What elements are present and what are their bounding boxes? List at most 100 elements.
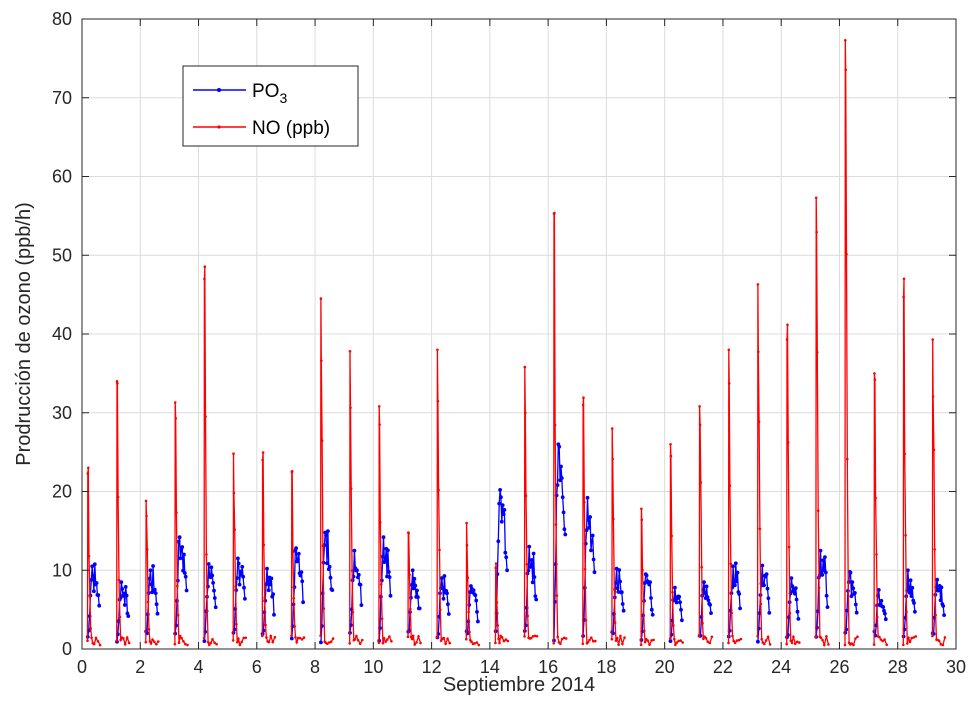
data-point [412,576,417,581]
data-point [931,395,935,398]
data-point [849,594,854,599]
data-point [446,612,451,616]
data-point [614,639,618,642]
series-po3 [85,442,946,645]
x-tick-label: 2 [135,657,145,677]
data-point [530,580,535,585]
data-point [618,579,622,584]
data-point [939,643,943,646]
data-point [814,196,818,200]
data-point [698,423,702,427]
y-tick-label: 40 [52,324,72,344]
data-point [351,611,355,614]
data-point [931,634,934,638]
data-point [681,641,684,644]
data-point [648,580,652,584]
data-point [698,634,701,637]
data-point [620,602,625,606]
data-point [92,642,96,646]
data-point [465,521,468,525]
data-point [619,590,624,595]
data-point [935,577,939,582]
data-point [759,602,763,606]
data-point [560,637,564,641]
data-point [416,595,420,599]
data-point [180,636,183,640]
x-tick-label: 16 [538,657,558,677]
data-point [700,565,703,569]
data-point [379,521,382,524]
data-point [89,578,94,582]
data-point [320,439,324,443]
data-point [882,608,886,613]
data-point [289,636,294,641]
data-point [612,517,615,521]
series-no [86,39,947,648]
data-point [649,607,654,612]
data-point [184,588,189,593]
data-point [912,636,916,639]
data-point [555,594,559,597]
data-point [853,591,857,595]
data-point [203,277,206,281]
data-point [381,535,386,540]
x-tick-label: 28 [888,657,908,677]
data-point [789,576,794,580]
data-point [903,452,906,456]
data-point [529,564,533,569]
data-point [936,587,941,592]
data-point [355,634,358,638]
data-point [588,515,592,519]
data-point [589,539,594,544]
data-point [706,598,711,603]
data-point [652,638,655,642]
data-point [789,639,793,642]
data-point [846,581,850,585]
data-point [356,639,360,642]
data-point [677,639,680,643]
data-point [853,602,858,607]
data-point [823,555,827,559]
data-point [561,510,566,515]
data-point [182,640,185,643]
data-point [795,640,799,644]
data-point [87,554,91,558]
data-point [439,608,442,612]
data-point [272,612,276,617]
data-point [326,529,330,533]
data-point [86,472,90,475]
data-point [380,554,385,559]
data-point [300,579,305,584]
data-point [583,501,586,504]
data-point [503,550,508,555]
data-point [388,635,391,638]
data-point [532,575,537,579]
data-point [378,423,381,426]
data-point [210,573,215,578]
data-point [244,636,247,640]
data-point [175,511,178,514]
data-point [674,643,677,647]
data-point [564,637,568,640]
data-point [467,610,470,614]
data-point [587,525,592,530]
data-point [149,582,154,587]
data-point [709,611,713,615]
data-point [733,561,738,566]
data-point [295,641,299,644]
data-point [790,584,795,589]
data-point [641,568,644,572]
data-point [290,634,293,638]
data-point [411,586,416,591]
data-point [231,639,235,642]
data-point [643,629,646,633]
data-point [585,495,590,500]
data-point [844,39,847,42]
data-point [417,635,420,638]
data-point [211,638,214,641]
data-point [798,641,801,644]
legend-subscript-po3: 3 [279,90,287,106]
data-point [474,598,479,603]
data-point [583,567,587,571]
